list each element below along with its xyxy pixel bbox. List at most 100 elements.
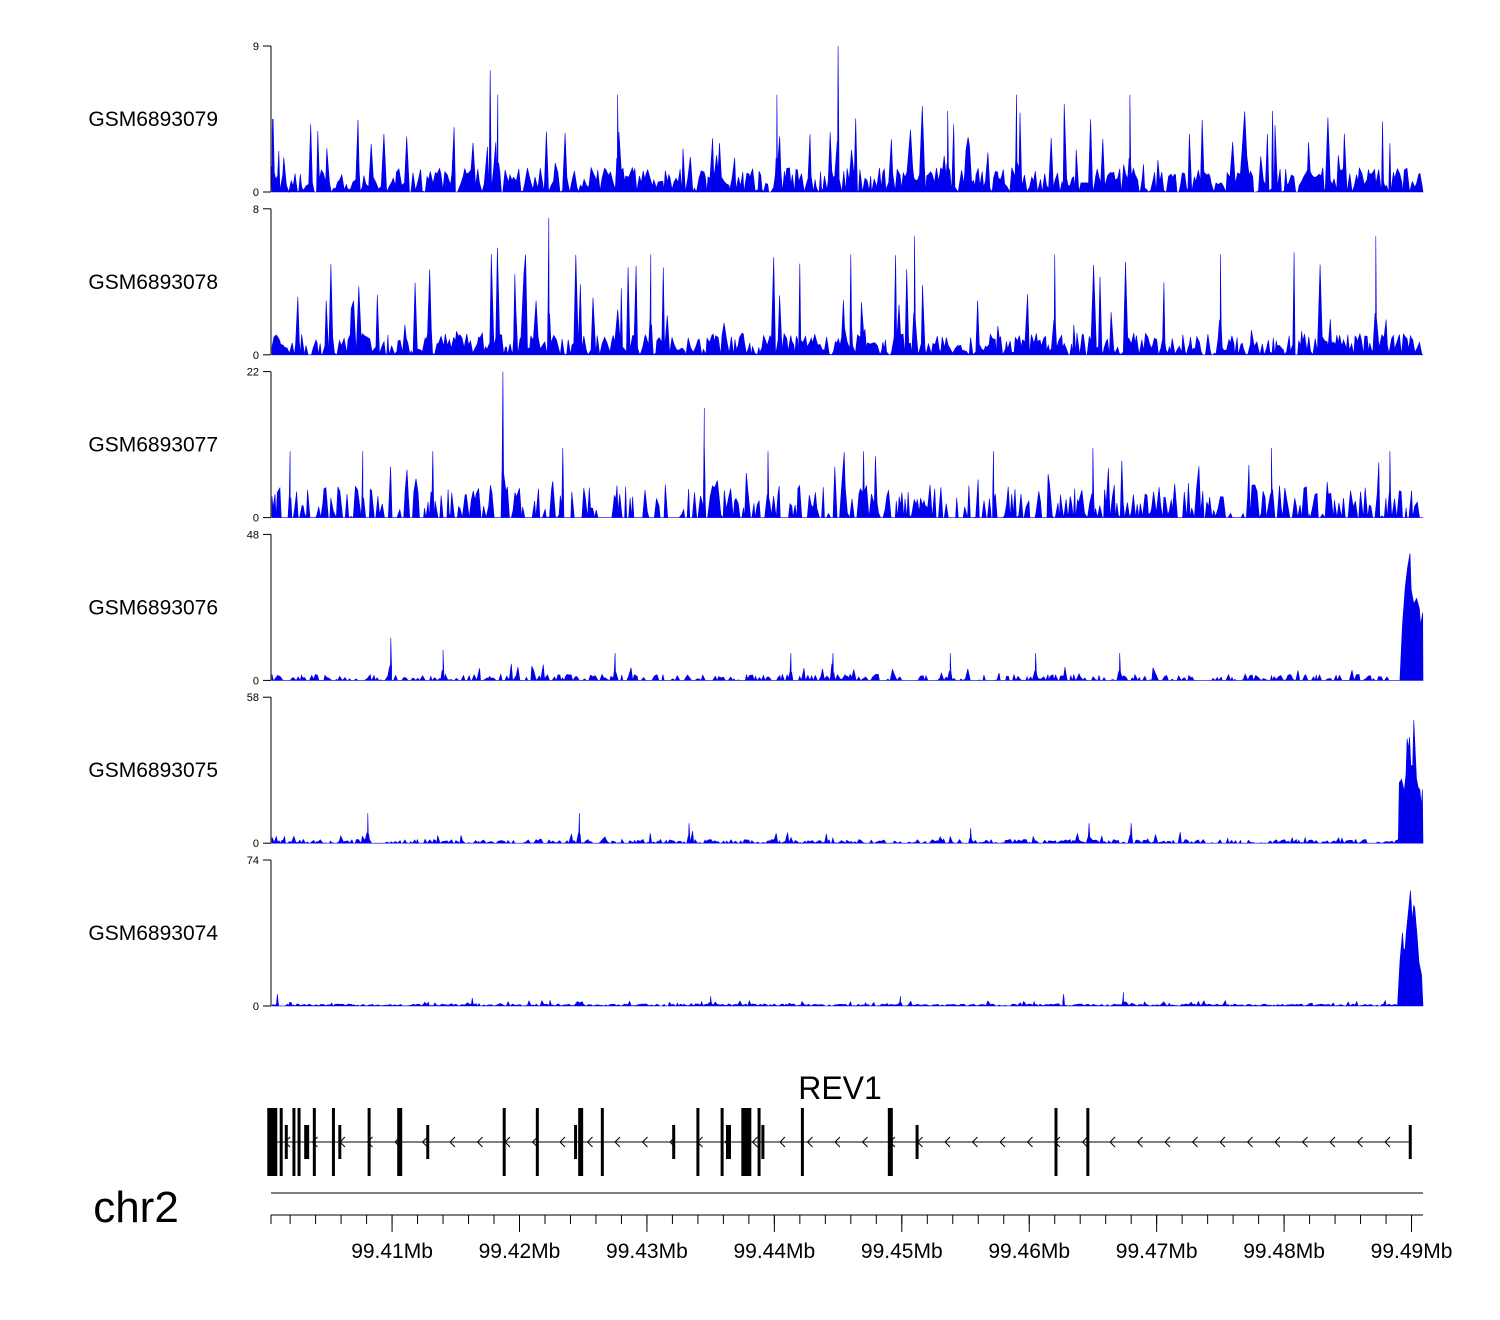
y-tick-label-min: 0 xyxy=(253,1001,259,1013)
track-label: GSM6893077 xyxy=(88,434,218,457)
coverage-area xyxy=(271,890,1424,1007)
track-GSM6893076: GSM6893076 48 0 xyxy=(88,529,1424,687)
gene-exon xyxy=(267,1108,278,1176)
gene-exon xyxy=(887,1108,893,1176)
track-label: GSM6893074 xyxy=(88,922,218,945)
gene-exon xyxy=(761,1125,765,1159)
gene-exon xyxy=(279,1108,283,1176)
axis-tick-label: 99.43Mb xyxy=(606,1240,688,1263)
y-tick-label-min: 0 xyxy=(253,675,259,687)
track-label: GSM6893076 xyxy=(88,596,218,619)
y-tick-label-min: 0 xyxy=(253,187,259,199)
strand-arrow xyxy=(1136,1136,1143,1148)
strand-arrow xyxy=(1081,1136,1088,1148)
track-GSM6893079: GSM6893079 9 0 xyxy=(88,41,1424,199)
gene-exon xyxy=(800,1108,804,1176)
y-tick-label-max: 48 xyxy=(247,529,259,541)
chromosome-label: chr2 xyxy=(93,1183,179,1232)
strand-arrow xyxy=(1026,1136,1033,1148)
gene-exon xyxy=(338,1125,342,1159)
axis-tick-label: 99.47Mb xyxy=(1116,1240,1198,1263)
strand-arrow xyxy=(1274,1136,1281,1148)
track-GSM6893078: GSM6893078 8 0 xyxy=(88,204,1424,362)
strand-arrow xyxy=(751,1136,758,1148)
strand-arrow xyxy=(944,1136,951,1148)
strand-arrow xyxy=(861,1136,868,1148)
strand-arrow xyxy=(1191,1136,1198,1148)
axis-tick-label: 99.42Mb xyxy=(479,1240,561,1263)
axis-tick-label: 99.41Mb xyxy=(351,1240,433,1263)
strand-arrow xyxy=(311,1136,318,1148)
coverage-tracks: GSM689307990GSM689307880GSM6893077220GSM… xyxy=(88,41,1424,1013)
track-GSM6893077: GSM6893077 22 0 xyxy=(88,367,1423,525)
gene-exon xyxy=(331,1108,335,1176)
strand-arrow xyxy=(366,1136,373,1148)
track-GSM6893074: GSM6893074 74 0 xyxy=(88,855,1424,1013)
gene-exon xyxy=(1086,1108,1090,1176)
gene-exon xyxy=(367,1108,371,1176)
gene-exon xyxy=(312,1108,316,1176)
gene-exon xyxy=(672,1125,676,1159)
strand-arrow xyxy=(1246,1136,1253,1148)
gene-exon xyxy=(292,1108,296,1176)
track-label: GSM6893075 xyxy=(88,759,218,782)
gene-exon xyxy=(502,1108,506,1176)
strand-arrow xyxy=(1329,1136,1336,1148)
gene-exon xyxy=(1054,1108,1058,1176)
track-GSM6893075: GSM6893075 58 0 xyxy=(88,692,1424,850)
strand-arrow xyxy=(641,1136,648,1148)
y-tick-label-max: 8 xyxy=(253,204,259,216)
track-label: GSM6893078 xyxy=(88,271,218,294)
gene-name-label: REV1 xyxy=(798,1070,882,1106)
y-tick-label-min: 0 xyxy=(253,513,259,525)
strand-arrow xyxy=(421,1136,428,1148)
gene-exon xyxy=(696,1108,700,1176)
gene-exon xyxy=(397,1108,403,1176)
strand-arrow xyxy=(531,1136,538,1148)
y-tick-label-max: 9 xyxy=(253,41,259,53)
gene-exon xyxy=(578,1108,584,1176)
gene-exon xyxy=(741,1108,752,1176)
strand-arrow xyxy=(614,1136,621,1148)
gene-exon xyxy=(720,1108,724,1176)
y-tick-label-max: 22 xyxy=(247,367,259,379)
coverage-area xyxy=(271,217,1424,356)
strand-arrow xyxy=(834,1136,841,1148)
strand-arrow xyxy=(971,1136,978,1148)
gene-exon xyxy=(426,1125,430,1159)
coverage-area xyxy=(271,719,1424,845)
gene-exon xyxy=(304,1125,310,1159)
strand-arrow xyxy=(806,1136,813,1148)
axis-tick-label: 99.45Mb xyxy=(861,1240,943,1263)
strand-arrow xyxy=(1356,1136,1363,1148)
y-tick-label-max: 74 xyxy=(247,855,259,867)
strand-arrow xyxy=(779,1136,786,1148)
gene-track: REV1 xyxy=(267,1070,1412,1176)
strand-arrow xyxy=(1109,1136,1116,1148)
y-tick-label-min: 0 xyxy=(253,350,259,362)
axis-tick-label: 99.44Mb xyxy=(733,1240,815,1263)
strand-arrow xyxy=(1384,1136,1391,1148)
y-tick-label-min: 0 xyxy=(253,838,259,850)
gene-exon xyxy=(725,1125,731,1159)
gene-exon xyxy=(284,1125,288,1159)
strand-arrow xyxy=(559,1136,566,1148)
axis-tick-label: 99.46Mb xyxy=(988,1240,1070,1263)
gene-exon xyxy=(757,1108,761,1176)
strand-arrow xyxy=(449,1136,456,1148)
genomic-axis: chr2 99.41Mb 99.42Mb 99.43Mb 99.44Mb 99.45Mb… xyxy=(93,1183,1452,1263)
axis-tick-label: 99.48Mb xyxy=(1243,1240,1325,1263)
gene-exon xyxy=(915,1125,919,1159)
strand-arrow xyxy=(1219,1136,1226,1148)
gene-exon xyxy=(600,1108,604,1176)
axis-tick-label: 99.49Mb xyxy=(1371,1240,1453,1263)
y-tick-label-max: 58 xyxy=(247,692,259,704)
strand-arrow xyxy=(476,1136,483,1148)
track-label: GSM6893079 xyxy=(88,108,218,131)
gene-exon xyxy=(297,1108,301,1176)
strand-arrow xyxy=(1164,1136,1171,1148)
strand-arrow xyxy=(1301,1136,1308,1148)
gene-exon xyxy=(574,1125,578,1159)
gene-exon xyxy=(1408,1125,1412,1159)
